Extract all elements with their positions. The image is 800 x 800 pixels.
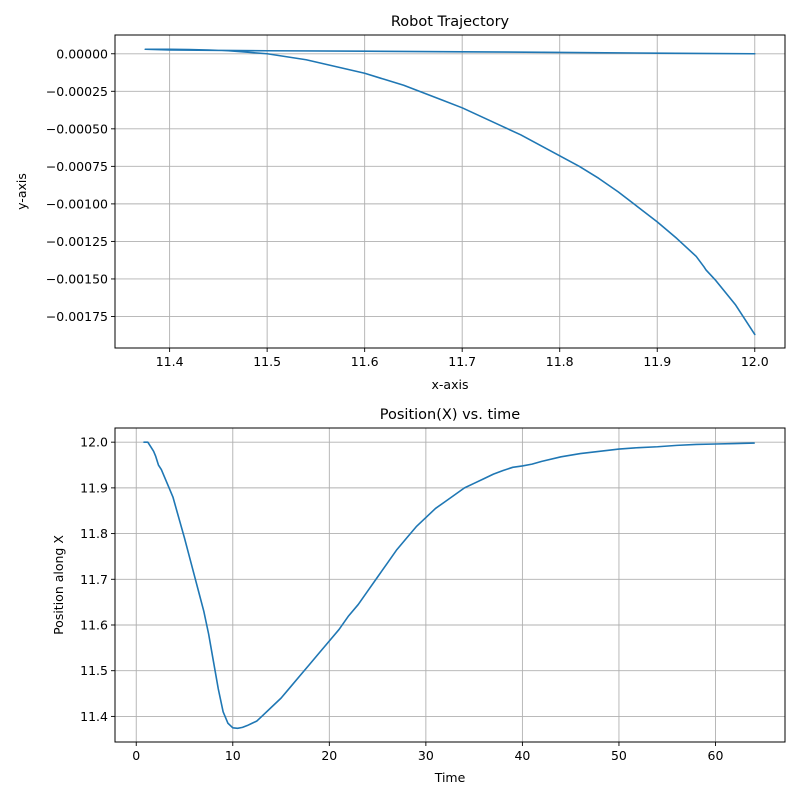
- trajectory-x-tick-label: 11.9: [643, 354, 671, 369]
- position-x-axis-label: Time: [434, 770, 466, 785]
- position-y-tick-label: 11.5: [80, 663, 108, 678]
- trajectory-plot-frame: [114, 34, 786, 349]
- trajectory-x-tick-label: 11.6: [351, 354, 379, 369]
- position-x-tick-label: 30: [418, 748, 434, 763]
- position-y-tick-label: 11.4: [80, 709, 108, 724]
- position-y-tick-label: 12.0: [80, 435, 108, 450]
- position-y-tick-label: 11.9: [80, 480, 108, 495]
- position-x-tick-label: 50: [611, 748, 627, 763]
- trajectory-y-tick-label: −0.00050: [46, 121, 108, 136]
- position-series-line: [143, 441, 755, 730]
- trajectory-y-tick-label: −0.00075: [46, 159, 108, 174]
- trajectory-chart: 11.4 11.5 11.6 11.7 11.8 11.9 12.0 0.00000 −0.00…: [14, 14, 786, 392]
- trajectory-x-tick-label: 11.7: [448, 354, 476, 369]
- trajectory-y-tick-label: −0.00175: [46, 309, 108, 324]
- position-y-tick-label: 11.6: [80, 617, 108, 632]
- trajectory-title: Robot Trajectory: [391, 14, 510, 30]
- trajectory-x-tick-label: 11.4: [156, 354, 184, 369]
- trajectory-x-tick-label: 11.5: [253, 354, 281, 369]
- trajectory-x-tick-label: 11.8: [546, 354, 574, 369]
- trajectory-y-tick-label: −0.00125: [46, 234, 108, 249]
- position-y-tick-label: 11.8: [80, 526, 108, 541]
- position-title: Position(X) vs. time: [380, 407, 521, 423]
- trajectory-series-line: [144, 48, 756, 336]
- position-x-tick-label: 0: [132, 748, 140, 763]
- position-plot-frame: [114, 427, 786, 743]
- position-x-tick-label: 20: [321, 748, 337, 763]
- trajectory-y-axis-label: y-axis: [14, 173, 29, 210]
- position-y-axis-label: Position along X: [51, 535, 66, 635]
- position-y-tick-label: 11.7: [80, 572, 108, 587]
- position-time-chart: 0 10 20 30 40 50 60 11.4 11.5 11.6 11.7 11.8 11.9 12.…: [51, 407, 786, 785]
- position-x-tick-label: 40: [514, 748, 530, 763]
- trajectory-y-tick-label: −0.00025: [46, 84, 108, 99]
- position-x-tick-label: 60: [708, 748, 724, 763]
- trajectory-x-axis-label: x-axis: [432, 377, 469, 392]
- trajectory-y-tick-label: −0.00150: [46, 271, 108, 286]
- position-x-tick-label: 10: [225, 748, 241, 763]
- trajectory-y-tick-label: −0.00100: [46, 196, 108, 211]
- trajectory-x-tick-label: 12.0: [741, 354, 769, 369]
- trajectory-y-tick-label: 0.00000: [56, 46, 108, 61]
